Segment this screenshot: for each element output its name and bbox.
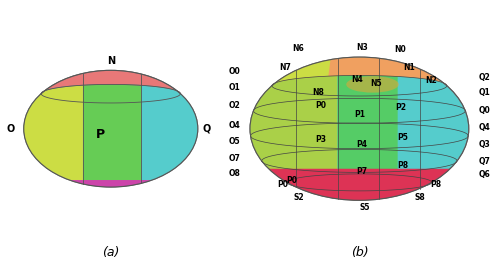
- Text: P5: P5: [398, 133, 408, 142]
- Text: Q2: Q2: [478, 73, 490, 82]
- Text: N1: N1: [403, 63, 415, 72]
- PathPatch shape: [272, 59, 330, 86]
- Text: (a): (a): [102, 246, 120, 259]
- PathPatch shape: [268, 169, 450, 200]
- Text: Q7: Q7: [478, 157, 490, 166]
- Text: (b): (b): [350, 246, 368, 259]
- PathPatch shape: [338, 57, 398, 200]
- Text: Q1: Q1: [478, 88, 490, 97]
- Text: S8: S8: [414, 193, 425, 202]
- Text: O: O: [6, 124, 15, 134]
- Text: P0: P0: [278, 180, 288, 189]
- Text: N7: N7: [280, 63, 291, 72]
- Text: Q4: Q4: [478, 124, 490, 132]
- Text: P4: P4: [356, 140, 367, 149]
- Text: Q0: Q0: [478, 106, 490, 115]
- Text: Q6: Q6: [478, 170, 490, 179]
- Text: N8: N8: [312, 88, 324, 97]
- Text: P0: P0: [316, 101, 326, 110]
- Ellipse shape: [24, 70, 198, 187]
- Text: P0: P0: [286, 176, 297, 185]
- PathPatch shape: [250, 58, 338, 199]
- Text: O0: O0: [228, 67, 240, 76]
- Text: N4: N4: [352, 75, 363, 84]
- Text: P7: P7: [356, 167, 367, 176]
- Text: P2: P2: [396, 103, 406, 112]
- Text: Q3: Q3: [478, 140, 490, 149]
- Text: S5: S5: [360, 203, 370, 212]
- Text: Q: Q: [203, 124, 211, 134]
- Ellipse shape: [24, 70, 198, 187]
- Text: P: P: [96, 128, 106, 140]
- Text: N5: N5: [370, 79, 382, 88]
- Text: O2: O2: [228, 101, 240, 110]
- Text: N3: N3: [356, 43, 368, 52]
- PathPatch shape: [24, 73, 83, 184]
- Text: N6: N6: [292, 44, 304, 53]
- Ellipse shape: [346, 76, 399, 93]
- Text: N0: N0: [394, 46, 406, 54]
- Ellipse shape: [250, 57, 469, 200]
- Text: O7: O7: [228, 154, 240, 163]
- PathPatch shape: [272, 57, 447, 86]
- Text: N: N: [106, 56, 115, 66]
- Text: O1: O1: [228, 83, 240, 92]
- Text: P3: P3: [316, 135, 326, 144]
- Text: P1: P1: [354, 110, 365, 119]
- PathPatch shape: [41, 70, 180, 94]
- Text: P8: P8: [430, 180, 442, 189]
- Text: O8: O8: [228, 169, 240, 178]
- Text: O5: O5: [228, 137, 240, 146]
- Text: S2: S2: [294, 193, 304, 202]
- Text: P8: P8: [398, 161, 408, 170]
- Text: O4: O4: [228, 121, 240, 130]
- PathPatch shape: [70, 180, 152, 187]
- Text: N2: N2: [425, 76, 437, 84]
- PathPatch shape: [83, 70, 141, 187]
